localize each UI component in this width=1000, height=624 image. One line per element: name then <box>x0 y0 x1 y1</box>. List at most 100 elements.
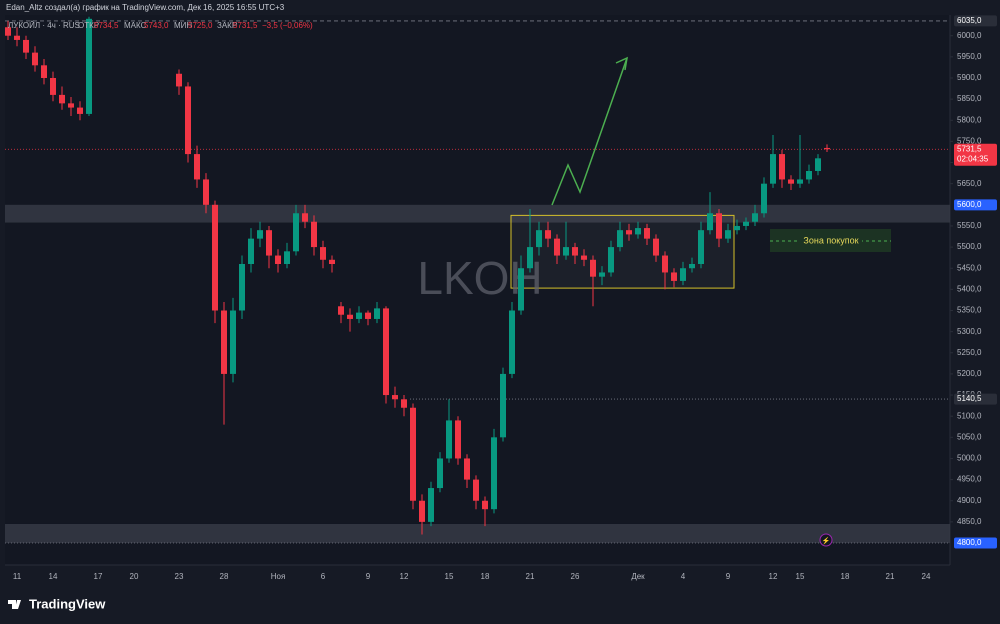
candle-body <box>491 437 497 510</box>
zone <box>5 204 950 223</box>
candle-body <box>761 183 767 214</box>
footer-logo[interactable]: TradingView <box>29 596 106 611</box>
candle-body <box>68 103 74 108</box>
candle-body <box>311 221 317 248</box>
x-tick-label: Ноя <box>271 572 286 581</box>
candle-body <box>653 238 659 256</box>
x-tick-label: 11 <box>13 572 22 581</box>
candle-body <box>509 310 515 374</box>
x-tick-label: 4 <box>681 572 686 581</box>
y-tick-label: 5250,0 <box>957 348 982 357</box>
y-tick-label: 5850,0 <box>957 94 982 103</box>
legend-low-label: МИН <box>174 21 192 30</box>
candle-body <box>257 230 263 239</box>
candle-body <box>50 77 56 95</box>
x-tick-label: 17 <box>94 572 103 581</box>
candle-body <box>824 147 830 150</box>
candle-body <box>239 264 245 311</box>
candle-body <box>392 395 398 400</box>
candle-body <box>770 154 776 184</box>
candle-body <box>464 458 470 480</box>
price-label: 5140,5 <box>957 394 982 403</box>
candle-body <box>347 314 353 319</box>
candle-body <box>14 35 20 40</box>
header: Edan_Altz создал(а) график на TradingVie… <box>6 3 285 12</box>
candle-body <box>185 86 191 155</box>
x-tick-label: 12 <box>400 572 409 581</box>
y-tick-label: 4850,0 <box>957 517 982 526</box>
y-tick-label: 4950,0 <box>957 475 982 484</box>
y-tick-label: 5750,0 <box>957 137 982 146</box>
price-label-box <box>954 199 997 211</box>
candle-body <box>77 107 83 114</box>
legend-high: 5743,0 <box>144 21 169 30</box>
candle-body <box>590 259 596 277</box>
candle-body <box>176 73 182 87</box>
candle-body <box>23 39 29 53</box>
candle-body <box>500 373 506 438</box>
candle-body <box>734 225 740 231</box>
legend-symbol: ЛУКОЙЛ · 4ч · RUS <box>8 21 80 30</box>
annotation-text: Зона покупок <box>803 235 858 245</box>
candle-body <box>374 308 380 319</box>
footer-bar <box>0 588 1000 624</box>
candle-body <box>554 238 560 256</box>
price-label-box <box>954 393 997 405</box>
candle-body <box>329 259 335 265</box>
candle-body <box>482 500 488 510</box>
legend-change: −3,5 (−0,06%) <box>262 21 313 30</box>
x-tick-label: 12 <box>769 572 778 581</box>
candle-body <box>662 255 668 273</box>
x-tick-label: 15 <box>796 572 805 581</box>
candle-body <box>563 247 569 256</box>
x-tick-label: Дек <box>631 572 645 581</box>
candle-body <box>446 420 452 459</box>
logo-icon <box>8 600 21 609</box>
price-label: 4800,0 <box>957 538 982 547</box>
x-tick-label: 26 <box>571 572 580 581</box>
candle-body <box>536 230 542 248</box>
candle-body <box>608 247 614 273</box>
candle-body <box>815 158 821 171</box>
candle-body <box>671 272 677 281</box>
legend-close: 5731,5 <box>233 21 258 30</box>
candle-body <box>293 213 299 252</box>
candle-body <box>59 94 65 104</box>
x-tick-label: 21 <box>526 572 535 581</box>
candle-body <box>689 264 695 269</box>
candle-body <box>788 179 794 184</box>
legend-high-label: МАКС <box>124 21 147 30</box>
candle-body <box>752 213 758 222</box>
candle-body <box>680 268 686 281</box>
y-tick-label: 5000,0 <box>957 454 982 463</box>
candle-body <box>635 228 641 235</box>
candle-body <box>86 18 92 114</box>
x-tick-label: 20 <box>130 572 139 581</box>
candle-body <box>221 310 227 374</box>
x-tick-label: 24 <box>922 572 931 581</box>
annotation-bg <box>800 234 862 247</box>
x-tick-label: 9 <box>366 572 371 581</box>
event-icon[interactable] <box>819 533 833 547</box>
y-tick-label: 5650,0 <box>957 179 982 188</box>
y-tick-label: 5450,0 <box>957 263 982 272</box>
price-label-box <box>954 537 997 549</box>
candle-body <box>599 272 605 277</box>
candle-body <box>779 154 785 180</box>
y-tick-label: 5400,0 <box>957 284 982 293</box>
x-tick-label: 15 <box>445 572 454 581</box>
y-tick-label: 5200,0 <box>957 369 982 378</box>
plot-area <box>5 15 950 565</box>
candle-body <box>716 213 722 239</box>
candle-body <box>284 251 290 265</box>
y-tick-label: 5100,0 <box>957 411 982 420</box>
candle-body <box>32 52 38 66</box>
candle-body <box>203 179 209 205</box>
candle-body <box>302 213 308 222</box>
zone <box>5 523 950 544</box>
candle-body <box>338 306 344 315</box>
candle-body <box>275 255 281 265</box>
candle-body <box>437 458 443 489</box>
y-tick-label: 5350,0 <box>957 306 982 315</box>
